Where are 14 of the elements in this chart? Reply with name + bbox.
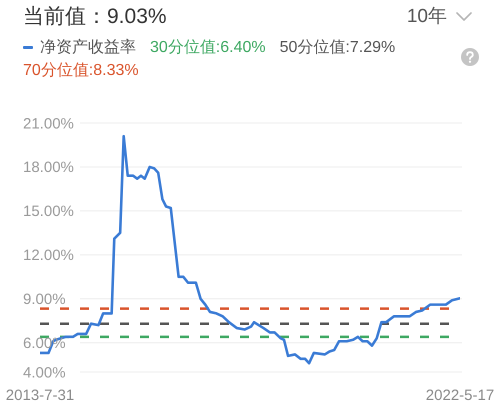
y-tick-label: 21.00% [23,115,74,132]
ref-line-label: 70分位值:8.33% [23,61,139,81]
y-tick-label: 18.00% [23,159,74,176]
chart-title: 当前值：9.03% [23,4,167,30]
y-tick-label: 15.00% [23,203,74,220]
ref-line-label: 50分位值:7.29% [280,38,396,58]
y-tick-label: 12.00% [23,247,74,264]
ref-line-label: 30分位值:6.40% [150,38,266,58]
text: 10年 [406,5,447,29]
y-tick-label: 9.00% [23,291,66,308]
legend-label: 净资产收益率 [39,38,136,58]
x-tick-label: 2022-5-17 [426,387,494,404]
y-tick-label: 4.00% [23,364,66,382]
x-tick-label: 2013-7-31 [6,387,74,404]
